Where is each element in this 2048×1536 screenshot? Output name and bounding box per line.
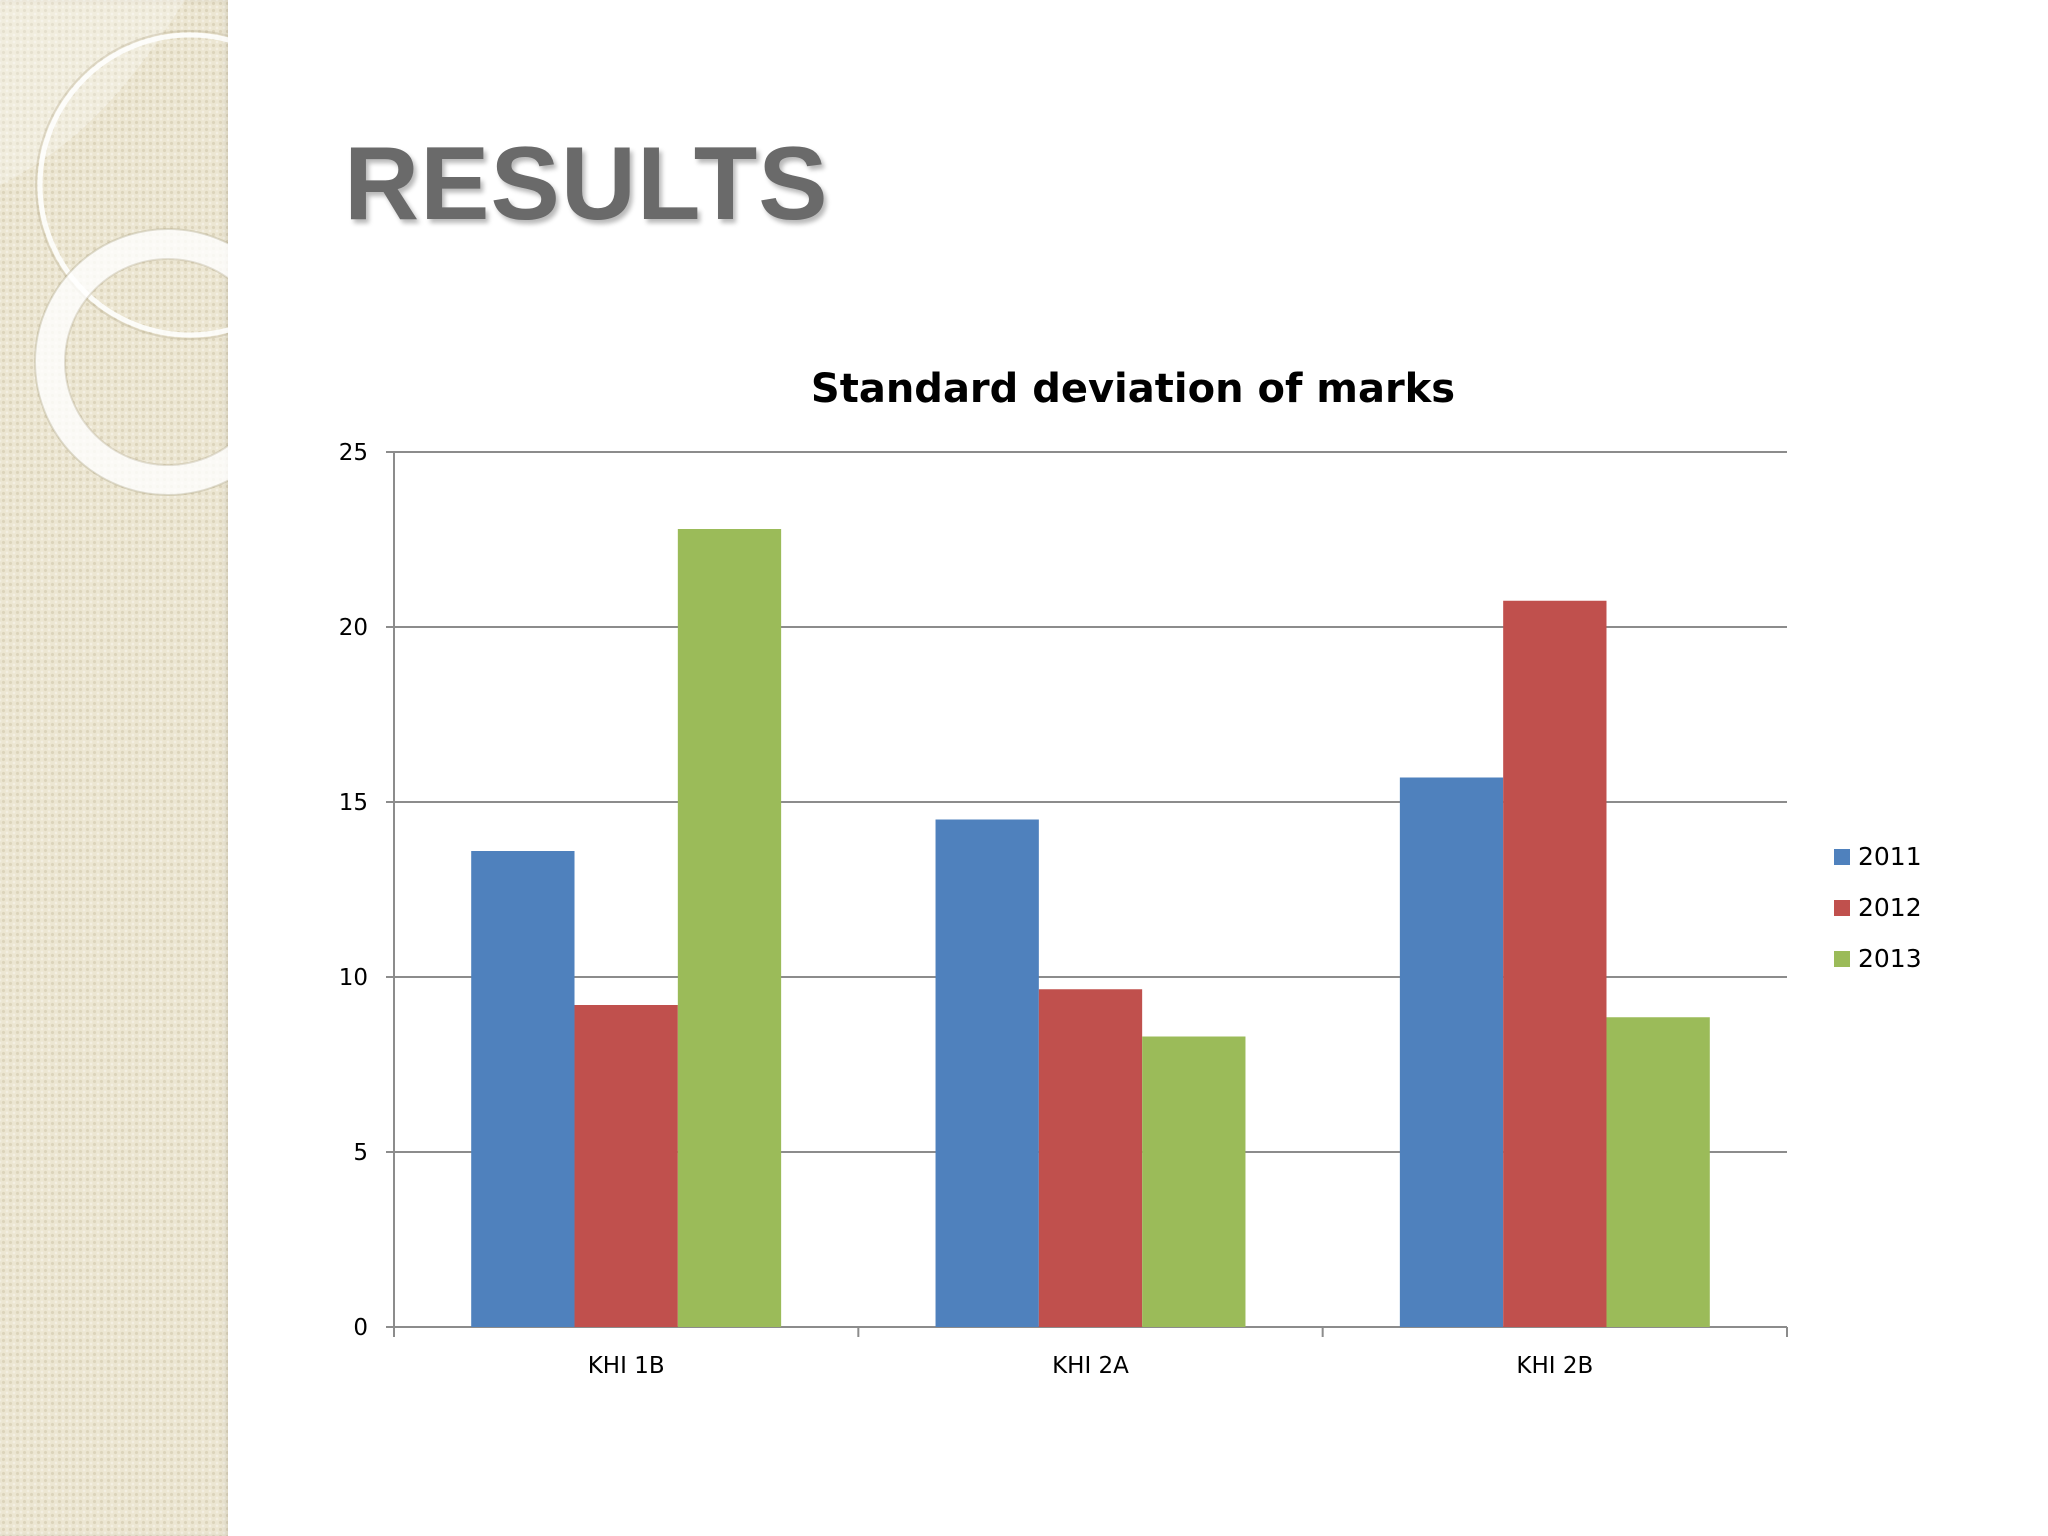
- bar-2012-khi-1b: [574, 1005, 678, 1327]
- legend-swatch-2013: [1834, 951, 1850, 967]
- slide-title: RESULTS: [344, 126, 829, 242]
- y-tick-label: 25: [339, 440, 368, 466]
- legend-swatch-2011: [1834, 849, 1850, 865]
- legend-label-2011: 2011: [1858, 842, 1922, 871]
- y-tick-label: 10: [339, 965, 368, 991]
- bar-2011-khi-1b: [471, 851, 575, 1327]
- bar-2013-khi-1b: [677, 529, 782, 1327]
- bar-2011-khi-2b: [1399, 777, 1504, 1327]
- bar-2013-khi-2a: [1142, 1036, 1246, 1327]
- y-tick-label: 5: [353, 1140, 368, 1166]
- decorative-rings-icon: [0, 0, 228, 496]
- x-tick-label: KHI 1B: [588, 1353, 665, 1379]
- y-tick-label: 0: [353, 1315, 368, 1341]
- y-axis: 0 5 10 15 20 25: [339, 440, 395, 1341]
- bar-2012-khi-2b: [1503, 600, 1607, 1327]
- legend-swatch-2012: [1834, 900, 1850, 916]
- x-axis: KHI 1B KHI 2A KHI 2B: [393, 1326, 1788, 1379]
- bar-2013-khi-2b: [1606, 1017, 1710, 1327]
- legend: 2011 2012 2013: [1834, 842, 1922, 973]
- bar-2011-khi-2a: [935, 819, 1039, 1327]
- chart-title: Standard deviation of marks: [811, 366, 1455, 412]
- bar-2012-khi-2a: [1038, 989, 1143, 1327]
- y-tick-label: 20: [339, 615, 368, 641]
- legend-label-2013: 2013: [1858, 944, 1922, 973]
- bars: [471, 529, 1710, 1327]
- x-tick-label: KHI 2A: [1052, 1353, 1129, 1379]
- x-tick-label: KHI 2B: [1516, 1353, 1593, 1379]
- legend-label-2012: 2012: [1858, 893, 1922, 922]
- y-tick-label: 15: [339, 790, 368, 816]
- decorative-side-panel: [0, 0, 228, 1536]
